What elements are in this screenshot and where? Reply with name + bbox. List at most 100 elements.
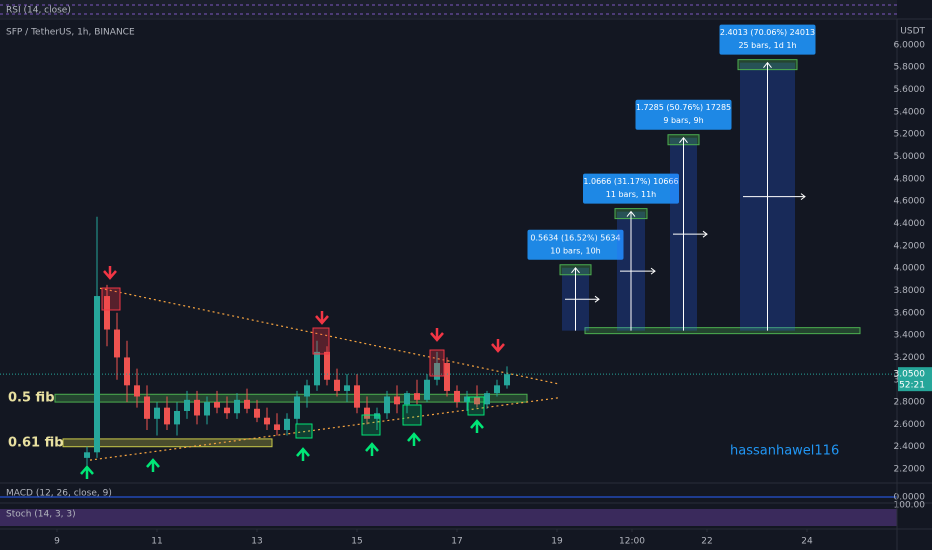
sell-arrow (491, 339, 505, 353)
x-tick-label: 13 (251, 537, 262, 547)
measure-arrow-head (763, 61, 772, 68)
measure-label: 1.7285 (50.76%) 17285 (636, 103, 731, 112)
y-tick-label: 5.4000 (894, 107, 926, 117)
candle-body (164, 407, 170, 425)
candle-body (154, 407, 160, 419)
x-tick-label: 19 (551, 537, 563, 547)
trendline (99, 287, 561, 385)
measure-h-arrow-head (702, 230, 708, 238)
countdown: 52:21 (899, 381, 925, 391)
candle-body (474, 396, 480, 405)
measure-sublabel: 11 bars, 11h (606, 190, 657, 199)
measure-label: 1.0666 (31.17%) 10666 (583, 177, 678, 186)
candle-body (424, 379, 430, 400)
stoch-label: Stoch (14, 3, 3) (6, 510, 76, 520)
candle-body (144, 396, 150, 419)
candle-body (304, 385, 310, 397)
candle-body (294, 396, 300, 419)
y-tick-label: 5.2000 (894, 130, 926, 140)
candle-body (124, 357, 130, 386)
buy-arrow (407, 432, 421, 446)
sell-arrow (103, 266, 117, 280)
candle-body (494, 385, 500, 394)
candle-body (374, 413, 380, 419)
candle-body (194, 399, 200, 416)
candle-body (324, 351, 330, 380)
measure-tooltip (719, 24, 816, 55)
y-tick-label: 4.2000 (894, 241, 926, 251)
candle-body (254, 408, 260, 418)
candle-body (184, 399, 190, 412)
candle-body (334, 379, 340, 391)
measure-arrow-head (571, 266, 580, 274)
bottom-box (467, 396, 485, 416)
candle-body (174, 411, 180, 425)
measure-h-arrow-head (800, 193, 806, 201)
x-tick-label: 11 (151, 537, 162, 547)
buy-arrow (296, 447, 310, 461)
top-box (429, 349, 445, 377)
y-tick-label: 3.8000 (894, 286, 926, 296)
stoch-band (0, 509, 897, 526)
top-box (101, 287, 121, 311)
y-tick-label: 3.6000 (894, 308, 926, 318)
y-tick-label: 3.4000 (894, 331, 926, 341)
candle-body (394, 396, 400, 405)
bottom-box (402, 404, 422, 426)
measure-arrow-head (679, 136, 688, 144)
candle-body (114, 329, 120, 358)
candle-body (214, 402, 220, 408)
y-tick-label: 5.8000 (894, 63, 926, 73)
y-tick-label: 4.6000 (894, 197, 926, 207)
chart-title: SFP / TetherUS, 1h, BINANCE (6, 28, 135, 38)
sell-arrow (430, 328, 444, 342)
rsi-label: RSI (14, close) (6, 6, 71, 16)
bottom-box (295, 423, 313, 439)
top-box (312, 327, 330, 355)
buy-arrow (365, 442, 379, 456)
measure-sublabel: 25 bars, 1d 1h (738, 41, 796, 50)
y-tick-label: 4.4000 (894, 219, 926, 229)
y-tick-label: 2.8000 (894, 398, 926, 408)
x-tick-label: 17 (451, 537, 462, 547)
x-tick-label: 12:00 (619, 537, 645, 547)
y-tick-label: 6.0000 (894, 40, 926, 50)
y-tick-label: 4.0000 (894, 264, 926, 274)
candle-body (504, 374, 510, 386)
x-tick-label: 22 (701, 537, 712, 547)
candle-body (224, 407, 230, 414)
candle-body (434, 363, 440, 380)
fib-zone (54, 393, 528, 403)
trendline (89, 397, 561, 461)
measure-base (584, 327, 861, 335)
candle-body (354, 385, 360, 408)
x-tick-label: 9 (54, 537, 60, 547)
y-tick-label: 2.2000 (894, 465, 926, 475)
buy-arrow (80, 465, 94, 479)
macd-axis-label: 0.0000 (894, 493, 926, 503)
measure-tooltip (635, 99, 732, 130)
macd-label: MACD (12, 26, close, 9) (6, 489, 112, 499)
measure-tooltip (527, 229, 624, 260)
candle-body (274, 424, 280, 430)
candle-body (84, 452, 90, 458)
x-tick-label: 24 (801, 537, 813, 547)
author: hassanhawel116 (730, 444, 839, 459)
measure-arrow-head (626, 210, 636, 217)
fib-label: 0.61 fib (8, 435, 64, 450)
currency-label: USDT (900, 27, 925, 37)
candle-body (344, 385, 350, 391)
candle-body (134, 385, 140, 397)
candle-body (244, 399, 250, 409)
buy-arrow (470, 419, 484, 433)
y-tick-label: 5.6000 (894, 85, 926, 95)
measure-sublabel: 10 bars, 10h (550, 246, 601, 255)
bottom-box (361, 414, 381, 436)
measure-h-arrow-head (650, 267, 656, 275)
stoch-axis-label: 100.00 (894, 501, 926, 511)
measure-label: 2.4013 (70.06%) 24013 (720, 28, 815, 37)
measure-label: 0.5634 (16.52%) 5634 (530, 233, 620, 242)
y-tick-label: 4.8000 (894, 174, 926, 184)
x-tick-label: 15 (351, 537, 362, 547)
candle-body (284, 418, 290, 430)
